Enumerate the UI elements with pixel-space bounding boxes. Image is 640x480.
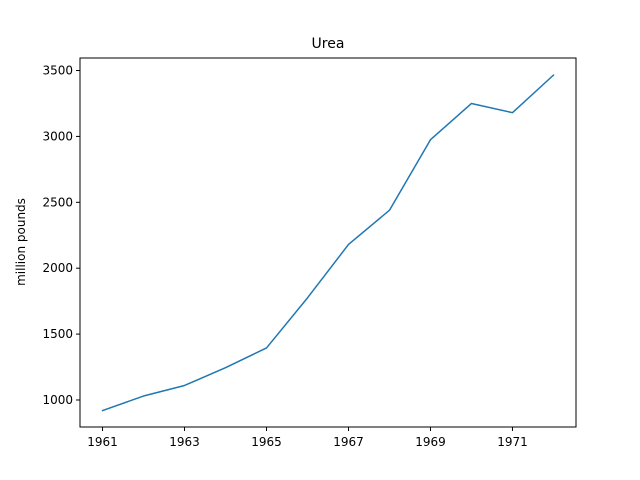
chart-title: Urea <box>312 36 345 52</box>
y-axis-label: million pounds <box>14 198 28 286</box>
x-tick-label-1963: 1963 <box>169 435 200 449</box>
x-tick-label-1967: 1967 <box>333 435 364 449</box>
x-tick-label-1965: 1965 <box>251 435 282 449</box>
series-line-0 <box>101 74 555 412</box>
x-tick-label-1971: 1971 <box>497 435 528 449</box>
y-tick-label-2500: 2500 <box>42 195 73 209</box>
y-tick-label-3500: 3500 <box>42 64 73 78</box>
y-tick-label-2000: 2000 <box>42 261 73 275</box>
x-tick-label-1961: 1961 <box>87 435 118 449</box>
x-tick-label-1969: 1969 <box>415 435 446 449</box>
plot-area: 1961 1963 1965 1967 1969 1971 1000 1500 2000 2500… <box>42 57 577 449</box>
y-tick-label-1000: 1000 <box>42 393 73 407</box>
y-tick-label-1500: 1500 <box>42 327 73 341</box>
y-tick-label-3000: 3000 <box>42 129 73 143</box>
plot-frame <box>79 57 577 428</box>
